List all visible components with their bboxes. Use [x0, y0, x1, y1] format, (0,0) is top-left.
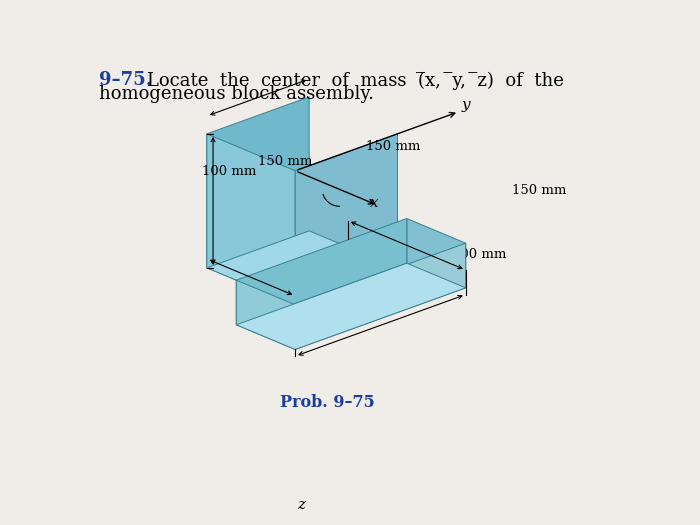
Polygon shape	[207, 231, 398, 305]
Text: 150 mm: 150 mm	[258, 155, 312, 167]
Text: 9–75.: 9–75.	[99, 71, 153, 89]
Polygon shape	[237, 263, 466, 350]
Polygon shape	[207, 134, 295, 305]
Text: 150 mm: 150 mm	[512, 184, 566, 197]
Text: 100 mm: 100 mm	[202, 165, 257, 177]
Text: homogeneous block assembly.: homogeneous block assembly.	[99, 86, 374, 103]
Text: 200 mm: 200 mm	[452, 248, 506, 261]
Polygon shape	[207, 97, 309, 268]
Polygon shape	[237, 280, 295, 350]
Polygon shape	[295, 134, 398, 305]
Polygon shape	[295, 243, 466, 350]
Text: z: z	[298, 498, 305, 512]
Polygon shape	[237, 218, 407, 325]
Text: y: y	[462, 98, 470, 112]
Text: 250 mm: 250 mm	[386, 266, 440, 279]
Text: x: x	[370, 196, 379, 210]
Text: Locate  the  center  of  mass  (̅x,  ̅y,  ̅z)  of  the: Locate the center of mass (̅x, ̅y, ̅z) o…	[147, 71, 564, 90]
Text: Prob. 9–75: Prob. 9–75	[281, 394, 375, 411]
Polygon shape	[407, 218, 466, 288]
Text: 150 mm: 150 mm	[367, 140, 421, 153]
